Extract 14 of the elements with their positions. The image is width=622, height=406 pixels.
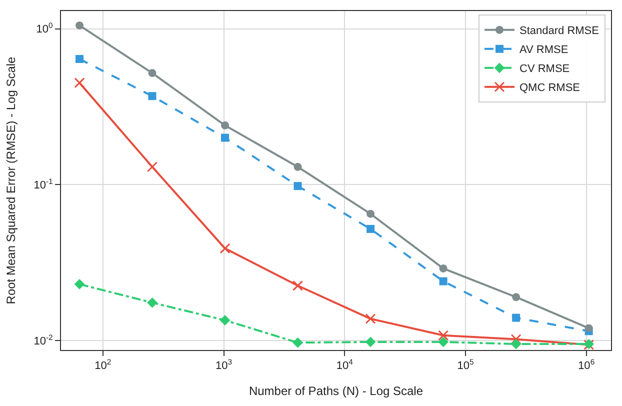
y-axis-title: Root Mean Squared Error (RMSE) - Log Scale — [4, 56, 18, 304]
x-tick-label: 10$^{2}$ — [94, 358, 112, 372]
legend-label: QMC RMSE — [520, 82, 580, 94]
legend-label: Standard RMSE — [520, 25, 599, 38]
x-tick-label: 10$^{4}$ — [336, 358, 354, 372]
y-tick-label: 10$^{-2}$ — [34, 332, 53, 348]
y-tick-label: 10$^{-1}$ — [34, 176, 53, 192]
y-tick-label: 10$^{0}$ — [36, 20, 53, 36]
legend-label: CV RMSE — [520, 63, 570, 76]
legend-label: AV RMSE — [520, 44, 568, 56]
x-tick-label: 10$^{5}$ — [457, 358, 474, 372]
x-tick-label: 10$^{3}$ — [216, 358, 232, 372]
x-axis-title: Number of Paths (N) - Log Scale — [248, 384, 424, 398]
x-tick-label: 10$^{6}$ — [578, 358, 595, 372]
